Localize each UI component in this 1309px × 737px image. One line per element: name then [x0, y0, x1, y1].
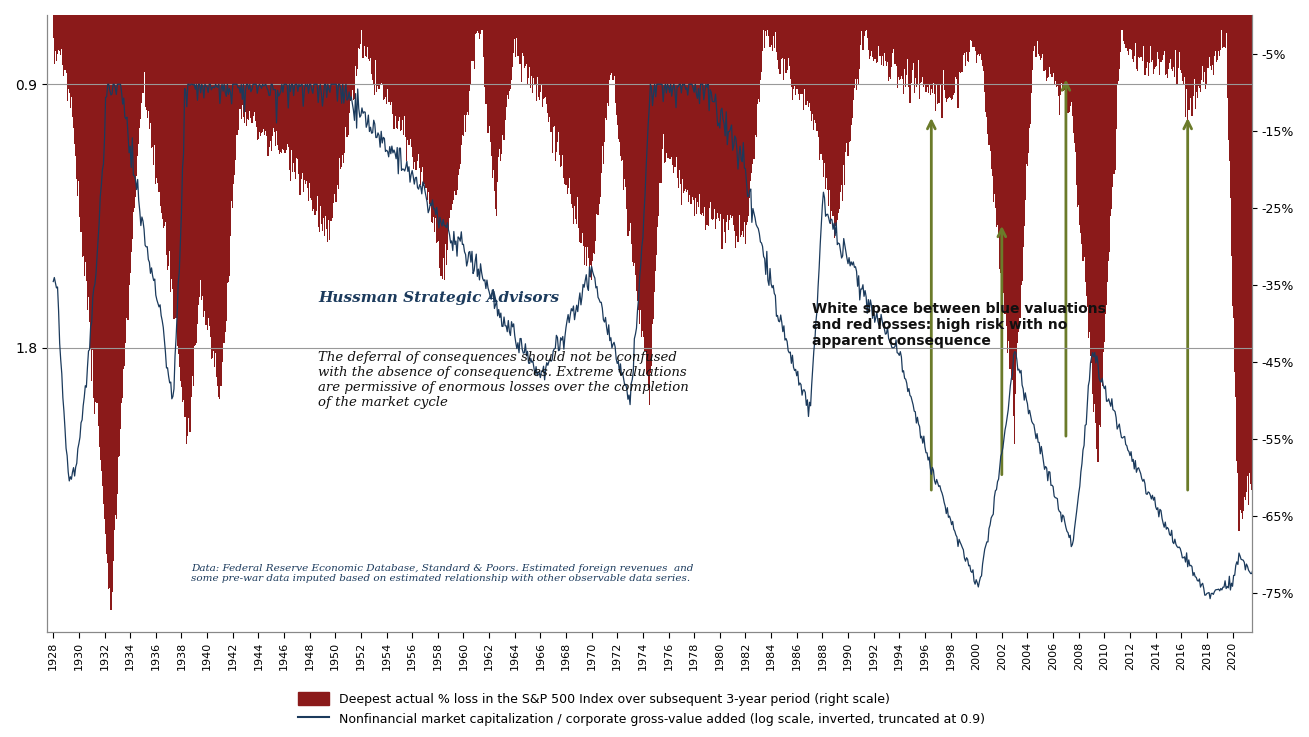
- Text: Hussman Strategic Advisors: Hussman Strategic Advisors: [318, 290, 559, 304]
- Text: The deferral of consequences should not be confused
with the absence of conseque: The deferral of consequences should not …: [318, 351, 689, 409]
- Legend: Deepest actual % loss in the S&P 500 Index over subsequent 3-year period (right : Deepest actual % loss in the S&P 500 Ind…: [293, 687, 990, 731]
- Text: White space between blue valuations
and red losses: high risk with no
apparent c: White space between blue valuations and …: [812, 301, 1106, 348]
- Text: Data: Federal Reserve Economic Database, Standard & Poors. Estimated foreign rev: Data: Federal Reserve Economic Database,…: [191, 564, 694, 583]
